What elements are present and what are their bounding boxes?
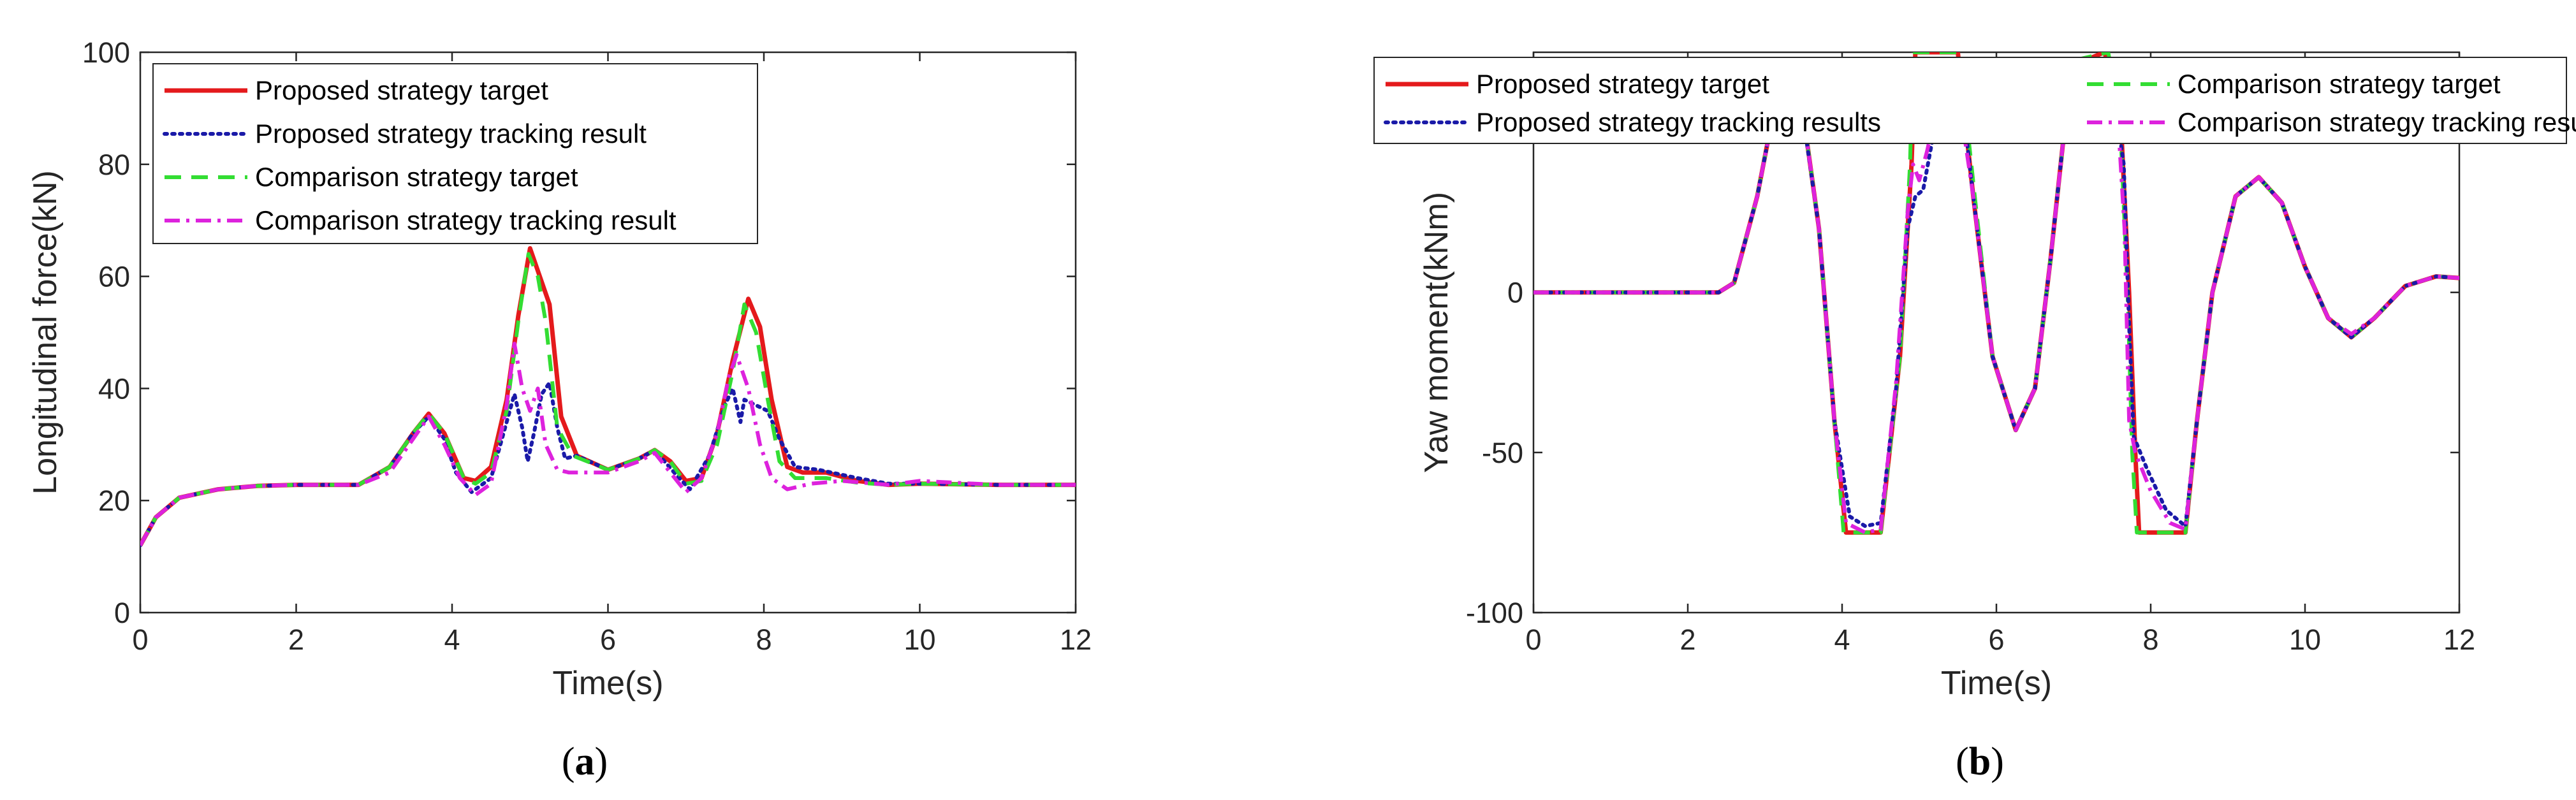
y-axis-label-a: Longitudinal force(kN)	[27, 170, 64, 495]
legend-label-a-3: Comparison strategy target	[255, 162, 578, 192]
plot-area-b	[1532, 51, 2461, 614]
y-tick-label-b: 0	[1507, 277, 1523, 309]
x-tick-label-a: 10	[904, 623, 935, 656]
y-tick-label-a: 60	[98, 261, 130, 293]
y-tick-label-b: -50	[1482, 437, 1523, 469]
legend-label-b-1: Proposed strategy target	[1476, 69, 1769, 99]
y-tick-label-b: -100	[1466, 597, 1523, 629]
x-tick-label-a: 6	[600, 623, 616, 656]
legend-box-b	[1373, 57, 2567, 144]
x-tick-label-b: 2	[1680, 623, 1695, 656]
x-tick-label-a: 0	[132, 623, 148, 656]
x-tick-label-a: 2	[288, 623, 304, 656]
panel-label-b: (b)	[1956, 740, 2004, 783]
x-tick-label-b: 10	[2289, 623, 2321, 656]
panel-label-a: (a)	[562, 740, 608, 783]
legend-a: Proposed strategy target Proposed strateg…	[152, 63, 758, 244]
series-line-a-2	[140, 381, 1076, 548]
x-tick-label-b: 12	[2443, 623, 2475, 656]
y-tick-label-a: 80	[98, 149, 130, 181]
y-tick-label-a: 20	[98, 484, 130, 517]
x-tick-label-b: 8	[2142, 623, 2158, 656]
x-tick-label-a: 4	[444, 623, 460, 656]
series-line-a-3	[140, 252, 1076, 546]
legend-label-a-4: Comparison strategy tracking result	[255, 205, 677, 235]
series-line-b-4	[1533, 57, 2459, 535]
x-axis-label-b: Time(s)	[1941, 665, 2052, 702]
legend-b: Proposed strategy target Comparison strat…	[1373, 57, 2576, 144]
legend-label-b-4: Comparison strategy tracking results	[2177, 107, 2576, 137]
legend-label-a-1: Proposed strategy target	[255, 75, 548, 105]
legend-label-b-3: Proposed strategy tracking results	[1476, 107, 1881, 137]
x-tick-label-a: 8	[756, 623, 772, 656]
x-tick-label-b: 6	[1988, 623, 2004, 656]
x-tick-label-b: 4	[1834, 623, 1850, 656]
x-axis-label-a: Time(s)	[552, 665, 663, 702]
y-tick-label-a: 40	[98, 372, 130, 405]
x-tick-label-a: 12	[1060, 623, 1092, 656]
legend-label-a-2: Proposed strategy tracking result	[255, 119, 647, 149]
chart-a: 0 2 4 6 8 10 12 0 20 40 60 80 100 Time(s) Longitudinal…	[27, 36, 1092, 702]
y-tick-label-a: 0	[114, 597, 130, 629]
y-axis-label-b: Yaw moment(kNm)	[1418, 192, 1455, 473]
legend-label-b-2: Comparison strategy target	[2177, 69, 2501, 99]
series-line-a-4	[140, 342, 1076, 546]
x-tick-label-b: 0	[1525, 623, 1541, 656]
legend-box-a	[152, 63, 758, 244]
y-tick-label-a: 100	[82, 36, 130, 69]
